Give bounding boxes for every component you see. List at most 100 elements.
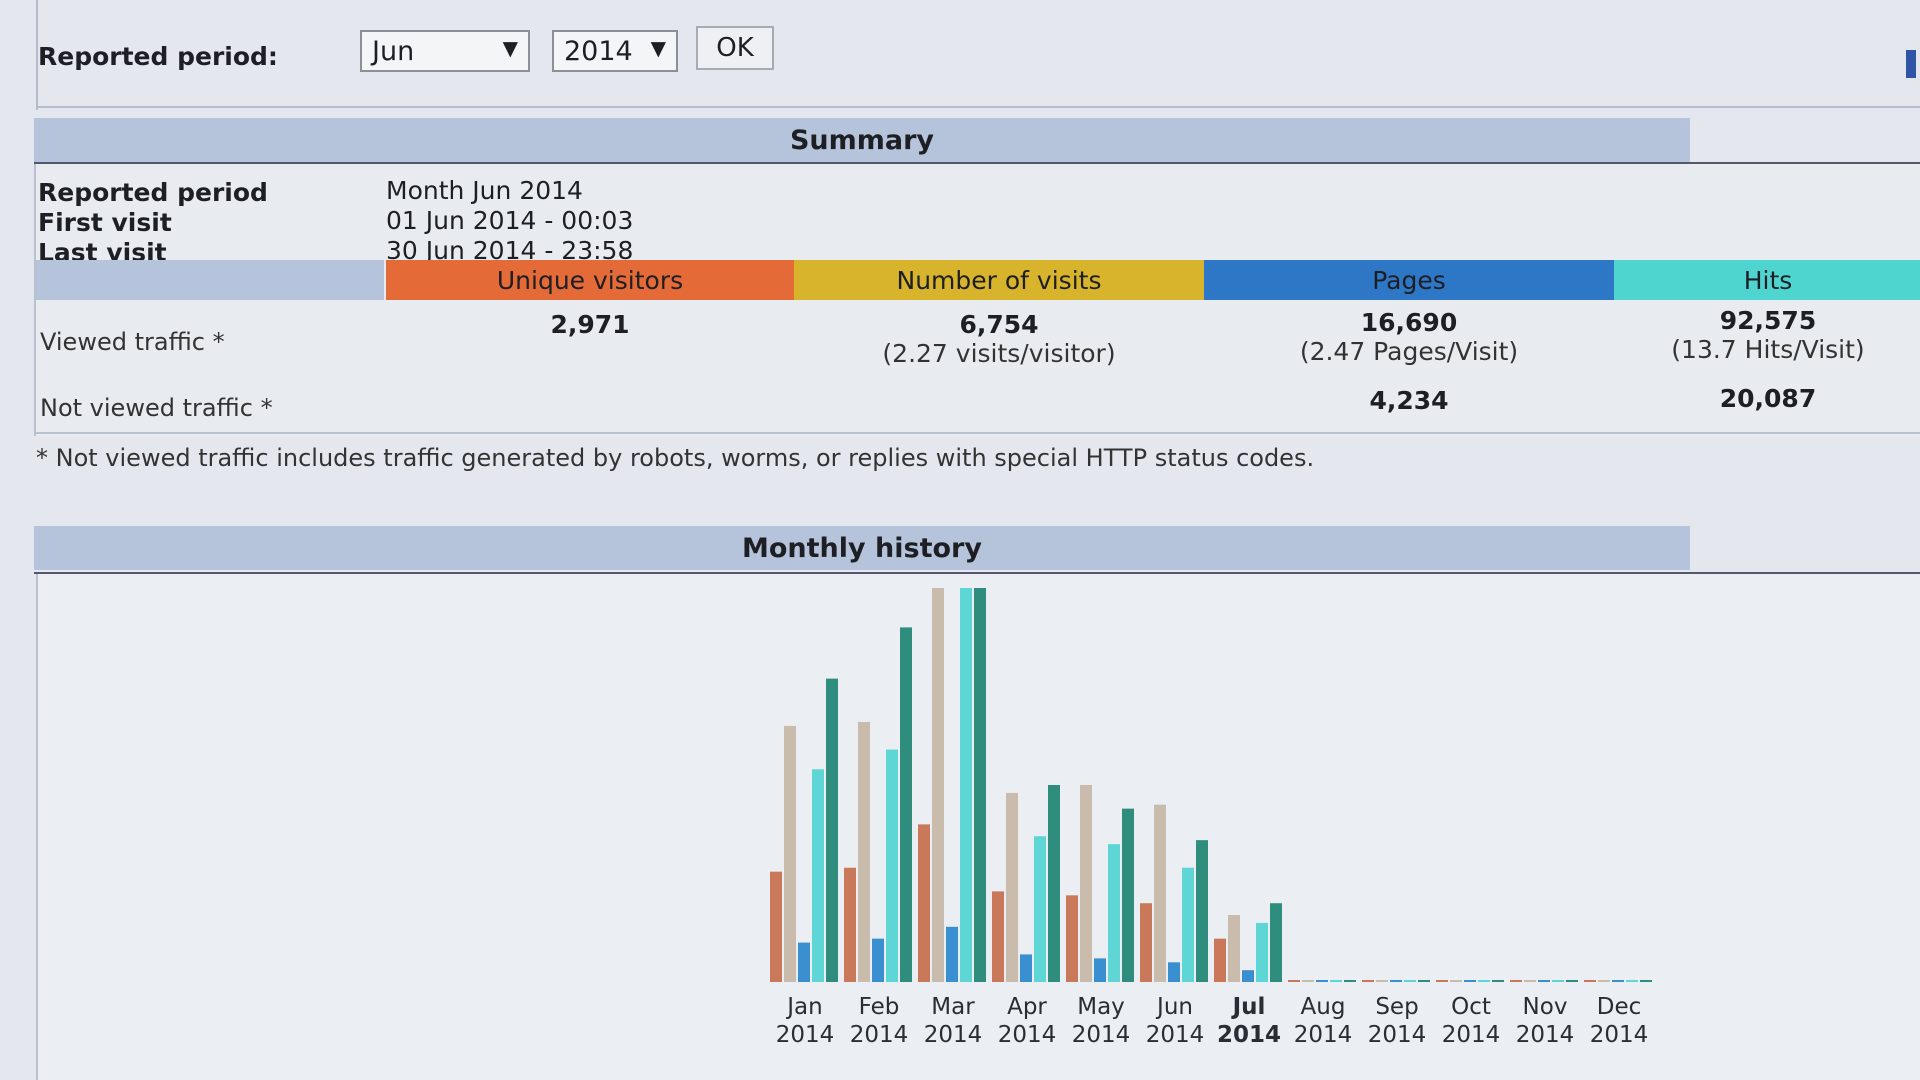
viewed-hits-value: 92,575: [1719, 306, 1817, 335]
bar-bandwidth-apr: [1048, 785, 1060, 982]
left-border: [36, 0, 38, 110]
bar-visitors-oct: [1436, 980, 1448, 982]
tick-label-year-nov: 2014: [1516, 1022, 1575, 1048]
bar-visitors-jun: [1140, 903, 1152, 982]
monthly-history-title: Monthly history: [34, 526, 1690, 570]
bar-bandwidth-dec: [1640, 980, 1652, 982]
bar-visits-aug: [1302, 980, 1314, 982]
tick-label-year-mar: 2014: [924, 1022, 983, 1048]
bar-pages-aug: [1316, 980, 1328, 982]
bar-bandwidth-feb: [900, 627, 912, 982]
bar-visits-dec: [1598, 980, 1610, 982]
summary-title: Summary: [34, 118, 1690, 162]
tick-label-year-aug: 2014: [1294, 1022, 1353, 1048]
bar-visits-may: [1080, 785, 1092, 982]
year-select-value: 2014: [564, 36, 633, 67]
tick-label-year-dec: 2014: [1590, 1022, 1649, 1048]
bar-hits-jun: [1182, 867, 1194, 982]
bar-hits-aug: [1330, 980, 1342, 982]
tick-label-year-oct: 2014: [1442, 1022, 1501, 1048]
reported-period-value: Month Jun 2014: [386, 176, 583, 205]
month-select[interactable]: Jun ▼: [360, 30, 530, 72]
bar-visits-sep: [1376, 980, 1388, 982]
not-viewed-pages-cell: 4,234: [1204, 386, 1614, 415]
bar-hits-may: [1108, 844, 1120, 982]
summary-divider: [34, 162, 1920, 164]
bar-hits-oct: [1478, 980, 1490, 982]
period-bar: Reported period: Jun ▼ 2014 ▼ OK: [36, 20, 1920, 108]
month-select-value: Jun: [372, 36, 415, 67]
bar-visits-jul: [1228, 915, 1240, 982]
first-visit-value: 01 Jun 2014 - 00:03: [386, 206, 634, 235]
column-header-unique-visitors: Unique visitors: [386, 260, 794, 300]
tick-label-year-jul: 2014: [1217, 1022, 1281, 1048]
hits-per-visit: (13.7 Hits/Visit): [1671, 335, 1865, 364]
bar-visits-feb: [858, 721, 870, 982]
bar-visitors-may: [1066, 895, 1078, 982]
tick-label-year-jan: 2014: [776, 1022, 835, 1048]
tick-label-month-may: May: [1077, 994, 1125, 1020]
history-divider: [34, 572, 1920, 574]
tick-label-month-jan: Jan: [785, 994, 822, 1020]
bar-visitors-feb: [844, 867, 856, 982]
bar-pages-sep: [1390, 980, 1402, 982]
tick-label-month-feb: Feb: [859, 994, 900, 1020]
bar-hits-jul: [1256, 922, 1268, 982]
bar-hits-jan: [812, 769, 824, 982]
bar-visitors-apr: [992, 891, 1004, 982]
tick-label-year-apr: 2014: [998, 1022, 1057, 1048]
bar-visits-apr: [1006, 792, 1018, 982]
bar-hits-dec: [1626, 980, 1638, 982]
not-viewed-hits-value: 20,087: [1719, 384, 1817, 413]
viewed-visitors-value: 2,971: [550, 310, 630, 339]
column-header-pages: Pages: [1204, 260, 1614, 300]
bar-pages-jul: [1242, 970, 1254, 982]
not-viewed-pages-value: 4,234: [1369, 386, 1449, 415]
tick-label-month-jul: Jul: [1231, 994, 1266, 1020]
bar-bandwidth-may: [1122, 808, 1134, 982]
monthly-history-svg: Jan2014Feb2014Mar2014Apr2014May2014Jun20…: [770, 588, 1652, 1048]
bar-pages-oct: [1464, 980, 1476, 982]
bar-pages-jan: [798, 942, 810, 982]
ok-button[interactable]: OK: [696, 26, 774, 70]
tick-label-month-nov: Nov: [1523, 994, 1568, 1020]
bar-pages-nov: [1538, 980, 1550, 982]
bar-bandwidth-jan: [826, 678, 838, 982]
bar-visits-jun: [1154, 804, 1166, 982]
bar-bandwidth-oct: [1492, 980, 1504, 982]
viewed-traffic-label: Viewed traffic *: [40, 328, 225, 356]
pages-per-visit: (2.47 Pages/Visit): [1299, 337, 1519, 366]
viewed-pages-cell: 16,690 (2.47 Pages/Visit): [1204, 308, 1614, 366]
tick-label-month-oct: Oct: [1451, 994, 1491, 1020]
bar-bandwidth-nov: [1566, 980, 1578, 982]
bar-pages-may: [1094, 958, 1106, 982]
bar-bandwidth-mar: [974, 588, 986, 982]
tick-label-year-jun: 2014: [1146, 1022, 1205, 1048]
chevron-down-icon: ▼: [650, 36, 666, 60]
bar-visitors-jul: [1214, 938, 1226, 982]
bar-visits-mar: [932, 588, 944, 982]
scrollbar-thumb[interactable]: [1906, 50, 1916, 78]
year-select[interactable]: 2014 ▼: [552, 30, 678, 72]
bar-bandwidth-sep: [1418, 980, 1430, 982]
bar-pages-feb: [872, 938, 884, 982]
first-visit-label: First visit: [38, 208, 172, 237]
bar-hits-mar: [960, 588, 972, 982]
summary-table: Reported period Month Jun 2014 First vis…: [34, 164, 1920, 436]
bar-pages-apr: [1020, 954, 1032, 982]
viewed-hits-cell: 92,575 (13.7 Hits/Visit): [1614, 306, 1920, 364]
reported-period-label: Reported period: [38, 178, 268, 207]
tick-label-month-apr: Apr: [1007, 994, 1047, 1020]
bar-bandwidth-aug: [1344, 980, 1356, 982]
bar-visitors-mar: [918, 824, 930, 982]
tick-label-month-jun: Jun: [1155, 994, 1193, 1020]
viewed-visits-cell: 6,754 (2.27 visits/visitor): [794, 310, 1204, 368]
bar-visits-oct: [1450, 980, 1462, 982]
bar-bandwidth-jul: [1270, 903, 1282, 982]
bar-visitors-dec: [1584, 980, 1596, 982]
tick-label-year-feb: 2014: [850, 1022, 909, 1048]
summary-bottom-border: [36, 432, 1920, 434]
bar-hits-apr: [1034, 836, 1046, 982]
visits-per-visitor: (2.27 visits/visitor): [882, 339, 1116, 368]
not-viewed-hits-cell: 20,087: [1614, 384, 1920, 413]
